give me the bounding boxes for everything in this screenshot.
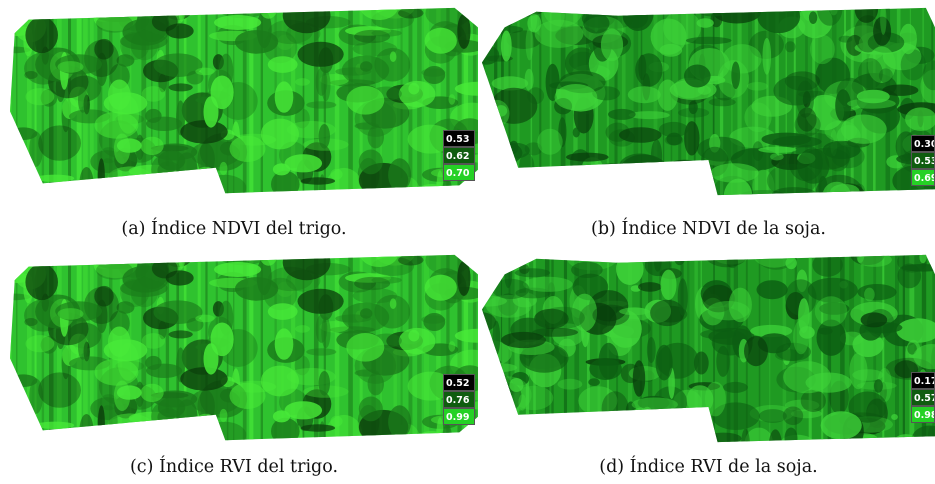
ndvi-wheat-map (10, 4, 478, 199)
legend-a-item-0: 0.53 (443, 130, 475, 147)
caption-b: (b) Índice NDVI de la soja. (591, 219, 826, 239)
field-raster-svg (482, 7, 935, 196)
caption-c: (c) Índice RVI del trigo. (129, 457, 339, 477)
legend-a-item-2: 0.70 (443, 164, 475, 181)
legend-b-item-2: 0.69 (911, 169, 935, 186)
legend-c: 0.52 0.76 0.99 (443, 374, 475, 425)
ndvi-soy-map (482, 4, 935, 199)
legend-b-item-1: 0.53 (911, 152, 935, 169)
field-raster-svg (10, 254, 478, 441)
legend-a: 0.53 0.62 0.70 (443, 130, 475, 181)
legend-c-item-1: 0.76 (443, 391, 475, 408)
legend-b-item-0: 0.30 (911, 135, 935, 152)
field-raster-svg (482, 254, 935, 443)
legend-d: 0.17 0.57 0.98 (911, 372, 935, 423)
legend-c-item-2: 0.99 (443, 408, 475, 425)
legend-c-item-0: 0.52 (443, 374, 475, 391)
legend-d-item-2: 0.98 (911, 406, 935, 423)
rvi-wheat-map (10, 251, 478, 446)
field-raster-svg (10, 7, 478, 194)
rvi-soy-map (482, 251, 935, 446)
legend-d-item-0: 0.17 (911, 372, 935, 389)
legend-a-item-1: 0.62 (443, 147, 475, 164)
caption-d: (d) Índice RVI de la soja. (599, 457, 818, 477)
caption-a: (a) Índice NDVI del trigo. (121, 219, 347, 239)
legend-b: 0.30 0.53 0.69 (911, 135, 935, 186)
legend-d-item-1: 0.57 (911, 389, 935, 406)
